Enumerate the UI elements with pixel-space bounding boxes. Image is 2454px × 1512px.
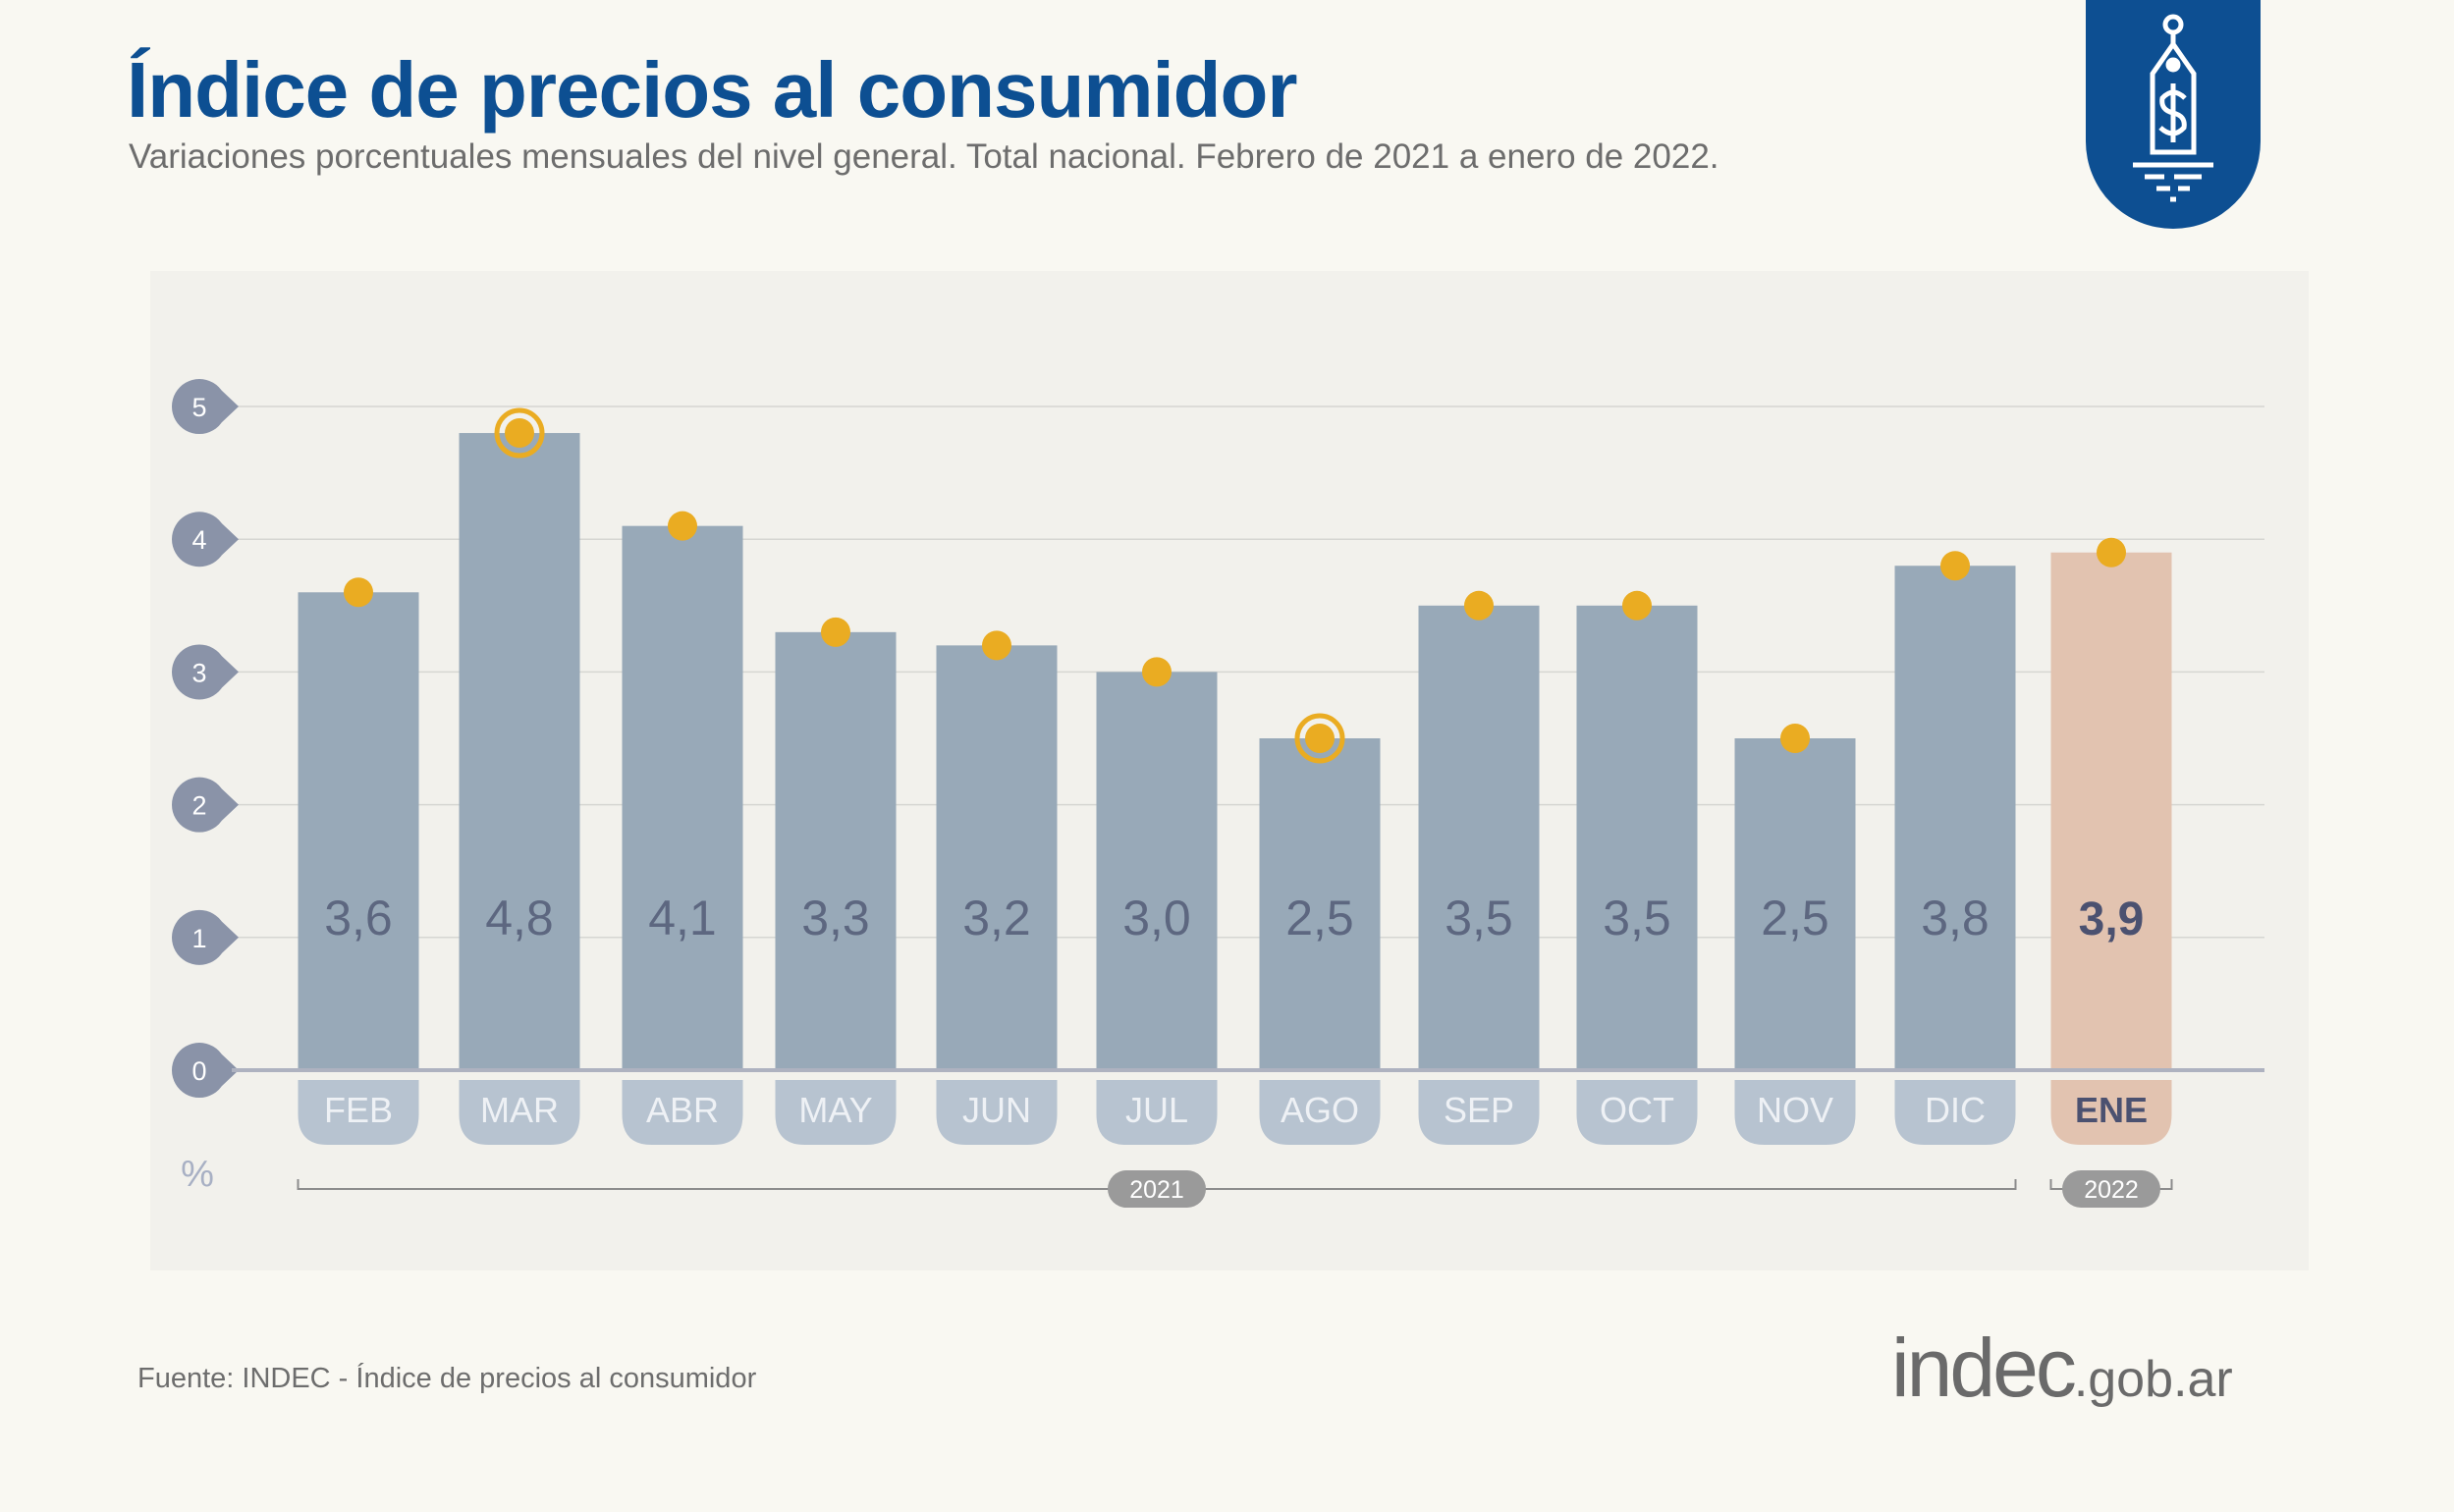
month-pill (1576, 1080, 1698, 1145)
marker-dot (1142, 657, 1172, 687)
y-tick-bubble (172, 1043, 239, 1099)
data-label: 3,6 (324, 891, 393, 945)
month-label: NOV (1757, 1090, 1833, 1130)
month-pill (2050, 1080, 2172, 1145)
y-tick-label: 5 (191, 393, 206, 422)
source-note: Fuente: INDEC - Índice de precios al con… (137, 1363, 757, 1394)
marker-dot (982, 630, 1011, 661)
bar-jul (1096, 672, 1218, 1070)
month-pill (775, 1080, 897, 1145)
price-tag-dollar-icon (2086, 0, 2261, 229)
month-label: MAR (480, 1090, 559, 1130)
data-label: 4,8 (485, 891, 554, 945)
y-tick-label: 3 (191, 658, 206, 687)
month-label: JUL (1125, 1090, 1188, 1130)
data-label: 3,9 (2079, 893, 2145, 945)
data-label: 3,3 (801, 891, 870, 945)
month-pill (622, 1080, 743, 1145)
y-tick-label: 1 (191, 924, 206, 953)
y-tick-label: 4 (191, 525, 206, 555)
marker-dot (505, 418, 534, 449)
data-label: 3,8 (1921, 891, 1990, 945)
month-pill (936, 1080, 1058, 1145)
bar-sep (1418, 605, 1540, 1070)
marker-dot (821, 617, 850, 647)
month-label: FEB (324, 1090, 393, 1130)
bar-dic (1894, 566, 2016, 1070)
bar-jun (936, 645, 1058, 1070)
marker-dot (668, 511, 697, 541)
data-label: 2,5 (1761, 891, 1829, 945)
month-pill (1894, 1080, 2016, 1145)
y-tick-bubble (172, 909, 239, 965)
month-pill (1734, 1080, 1856, 1145)
month-label: ENE (2075, 1090, 2148, 1130)
marker-dot (1464, 590, 1494, 621)
month-pill (459, 1080, 580, 1145)
month-pill (1418, 1080, 1540, 1145)
month-label: AGO (1281, 1090, 1359, 1130)
logo-main: indec (1891, 1322, 2077, 1414)
y-tick-bubble (172, 379, 239, 435)
month-label: DIC (1925, 1090, 1986, 1130)
bar-may (775, 631, 897, 1070)
y-tick-bubble (172, 512, 239, 567)
data-label: 4,1 (648, 891, 717, 945)
month-label: SEP (1444, 1090, 1514, 1130)
page-subtitle: Variaciones porcentuales mensuales del n… (129, 137, 1719, 176)
month-label: JUN (962, 1090, 1031, 1130)
y-axis-unit: % (181, 1154, 214, 1195)
data-label: 3,5 (1603, 891, 1671, 945)
year-label: 2021 (1129, 1176, 1184, 1204)
month-label: MAY (798, 1090, 872, 1130)
month-pill (1096, 1080, 1218, 1145)
bar-nov (1734, 738, 1856, 1070)
month-label: OCT (1600, 1090, 1674, 1130)
logo-domain: .gob.ar (2073, 1351, 2233, 1408)
data-label: 3,2 (962, 891, 1031, 945)
marker-dot (1305, 724, 1335, 753)
marker-ring (1294, 713, 1345, 764)
y-tick-bubble (172, 644, 239, 700)
month-label: ABR (646, 1090, 719, 1130)
data-label: 3,0 (1122, 891, 1191, 945)
marker-dot (1940, 551, 1970, 581)
marker-dot (344, 577, 373, 608)
year-label: 2022 (2084, 1176, 2139, 1204)
page-title: Índice de precios al consumidor (127, 46, 1298, 134)
data-label: 3,5 (1445, 891, 1513, 945)
y-tick-label: 2 (191, 791, 206, 821)
marker-dot (2097, 537, 2126, 567)
month-pill (298, 1080, 419, 1145)
indec-logo[interactable]: indec.gob.ar (1891, 1321, 2233, 1416)
month-pill (1259, 1080, 1381, 1145)
marker-ring (494, 407, 545, 459)
marker-dot (1780, 724, 1810, 753)
bar-ene (2050, 552, 2172, 1070)
year-pill (2062, 1170, 2160, 1208)
bar-oct (1576, 605, 1698, 1070)
marker-dot (1622, 590, 1652, 621)
bar-abr (622, 525, 743, 1070)
bar-feb (298, 592, 419, 1070)
year-pill (1108, 1170, 1206, 1208)
bar-ago (1259, 738, 1381, 1070)
data-label: 2,5 (1285, 891, 1354, 945)
y-tick-label: 0 (191, 1056, 206, 1086)
y-tick-bubble (172, 777, 239, 833)
bar-mar (459, 433, 580, 1070)
